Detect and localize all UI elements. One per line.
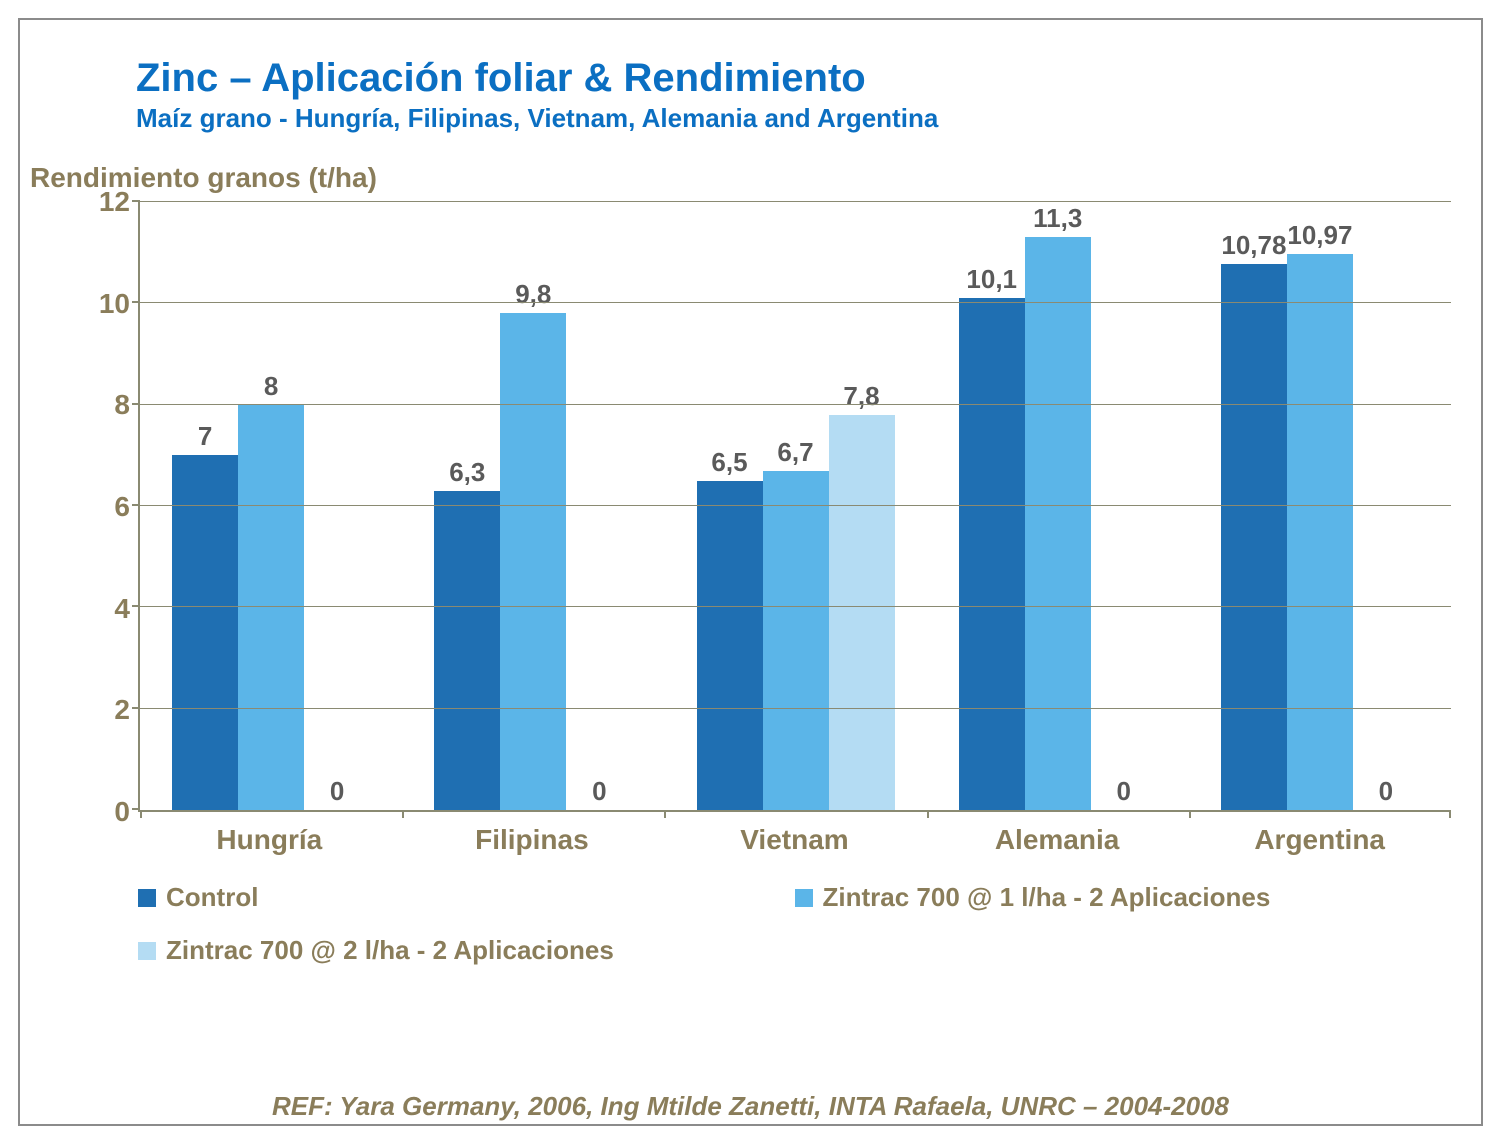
chart-title: Zinc – Aplicación foliar & Rendimiento: [136, 56, 1481, 101]
y-tick-label: 0: [114, 796, 130, 828]
chart-plot-area: 024681012 7806,39,806,56,77,810,111,3010…: [68, 202, 1451, 812]
x-axis-category-label: Filipinas: [401, 812, 664, 868]
bar-group: 6,39,80: [402, 202, 664, 810]
bar-group: 6,56,77,8: [664, 202, 926, 810]
legend-item: Zintrac 700 @ 2 l/ha - 2 Aplicaciones: [138, 935, 1451, 966]
legend-swatch: [138, 942, 156, 960]
grid-line: [140, 201, 1451, 202]
grid-line: [140, 505, 1451, 506]
x-tick-mark: [664, 810, 666, 818]
x-axis-labels: HungríaFilipinasVietnamAlemaniaArgentina: [138, 812, 1451, 868]
bar: 10,97: [1287, 254, 1353, 810]
chart-subtitle: Maíz grano - Hungría, Filipinas, Vietnam…: [136, 103, 1481, 134]
reference-text: REF: Yara Germany, 2006, Ing Mtilde Zane…: [20, 1091, 1481, 1124]
bar: 6,5: [697, 481, 763, 810]
legend-label: Zintrac 700 @ 1 l/ha - 2 Aplicaciones: [823, 882, 1271, 913]
y-tick-label: 6: [114, 491, 130, 523]
chart-container: Zinc – Aplicación foliar & Rendimiento M…: [18, 18, 1483, 1126]
grid-line: [140, 302, 1451, 303]
bar-value-label: 6,7: [777, 437, 813, 468]
legend-swatch: [795, 889, 813, 907]
y-axis: 024681012: [68, 202, 138, 812]
bar-value-label: 0: [330, 776, 344, 807]
y-tick-mark: [132, 504, 140, 506]
plot: 7806,39,806,56,77,810,111,3010,7810,970: [138, 202, 1451, 812]
y-tick-mark: [132, 707, 140, 709]
bar-value-label: 10,97: [1287, 220, 1352, 251]
y-tick-mark: [132, 301, 140, 303]
y-tick-label: 8: [114, 389, 130, 421]
y-tick-mark: [132, 403, 140, 405]
legend-item: Control: [138, 882, 795, 913]
bar-value-label: 0: [1379, 776, 1393, 807]
x-tick-mark: [927, 810, 929, 818]
bar-groups: 7806,39,806,56,77,810,111,3010,7810,970: [140, 202, 1451, 810]
bar-group: 10,111,30: [927, 202, 1189, 810]
x-tick-mark: [140, 810, 142, 818]
bar-group: 7 8 0: [140, 202, 402, 810]
bar-value-label: 10,78: [1221, 230, 1286, 261]
grid-line: [140, 708, 1451, 709]
bar-value-label: 8: [264, 371, 278, 402]
y-tick-label: 12: [99, 186, 130, 218]
x-tick-mark: [402, 810, 404, 818]
bar-value-label: 9,8: [515, 279, 551, 310]
bar-group: 10,7810,97 0: [1189, 202, 1451, 810]
y-tick-label: 4: [114, 593, 130, 625]
bar: 7,8: [829, 415, 895, 810]
bar-value-label: 6,5: [711, 447, 747, 478]
y-axis-label: Rendimiento granos (t/ha): [30, 162, 1481, 194]
y-tick-mark: [132, 808, 140, 810]
bar-value-label: 0: [1116, 776, 1130, 807]
y-tick-mark: [132, 200, 140, 202]
legend-item: Zintrac 700 @ 1 l/ha - 2 Aplicaciones: [795, 882, 1452, 913]
bar-value-label: 11,3: [1033, 203, 1082, 234]
grid-line: [140, 606, 1451, 607]
bar: 6,7: [763, 471, 829, 810]
y-tick-label: 10: [99, 288, 130, 320]
bar-value-label: 6,3: [449, 457, 485, 488]
bar: 7: [172, 455, 238, 810]
bar: 6,3: [434, 491, 500, 810]
bar-value-label: 7,8: [843, 381, 879, 412]
x-axis-category-label: Vietnam: [663, 812, 926, 868]
y-tick-mark: [132, 605, 140, 607]
legend-label: Zintrac 700 @ 2 l/ha - 2 Aplicaciones: [166, 935, 614, 966]
x-axis-category-label: Hungría: [138, 812, 401, 868]
bar: 11,3: [1025, 237, 1091, 810]
bar-value-label: 7: [198, 421, 212, 452]
x-axis-category-label: Alemania: [926, 812, 1189, 868]
bar: 9,8: [500, 313, 566, 810]
legend-label: Control: [166, 882, 258, 913]
x-axis-category-label: Argentina: [1188, 812, 1451, 868]
legend: Control Zintrac 700 @ 1 l/ha - 2 Aplicaci…: [138, 882, 1451, 966]
bar-value-label: 0: [592, 776, 606, 807]
legend-swatch: [138, 889, 156, 907]
bar: 10,78: [1221, 264, 1287, 810]
x-tick-mark: [1189, 810, 1191, 818]
x-tick-mark: [1449, 810, 1451, 818]
bar-value-label: 10,1: [966, 264, 1017, 295]
grid-line: [140, 404, 1451, 405]
bar: 10,1: [959, 298, 1025, 810]
y-tick-label: 2: [114, 694, 130, 726]
